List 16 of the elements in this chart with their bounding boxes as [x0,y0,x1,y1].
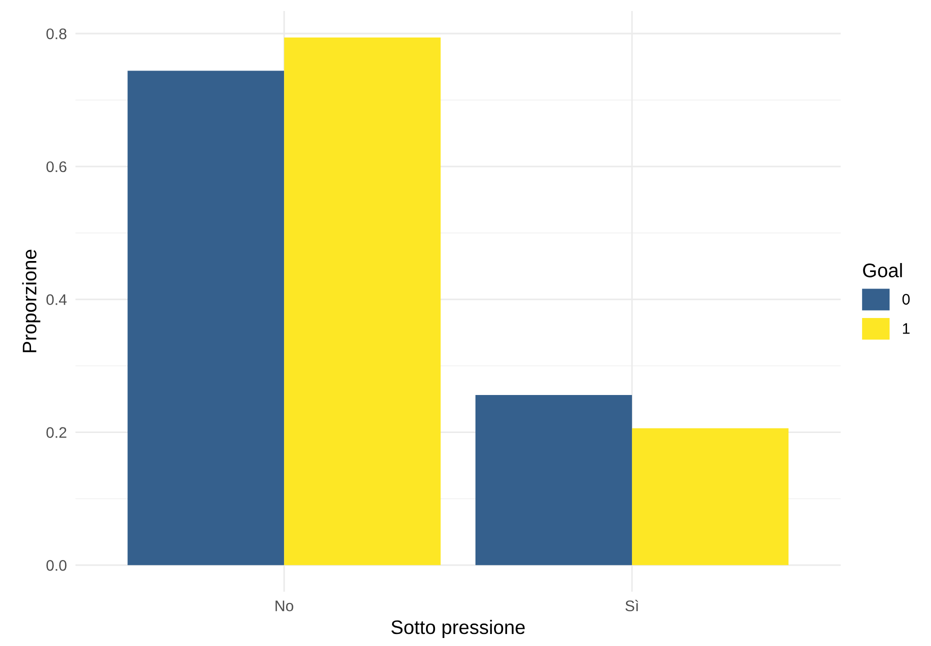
y-tick-label: 0.6 [46,161,66,172]
y-tick-label: 0.4 [46,294,67,306]
legend-label: 0 [902,294,910,305]
bar [475,395,632,566]
y-tick-label: 0.2 [46,427,66,438]
bar [128,70,284,566]
y-tick-label: 0.0 [46,560,66,571]
legend-label: 1 [902,323,910,334]
x-axis-title: Sotto pressione [391,620,525,638]
x-tick-label: No [276,600,294,612]
y-tick-label: 0.8 [46,28,66,40]
x-tick-label: Sì [625,600,638,612]
bar [284,38,441,566]
y-axis-title: Proporzione [22,250,40,352]
legend-title: Goal [863,263,902,278]
bar [632,428,789,566]
